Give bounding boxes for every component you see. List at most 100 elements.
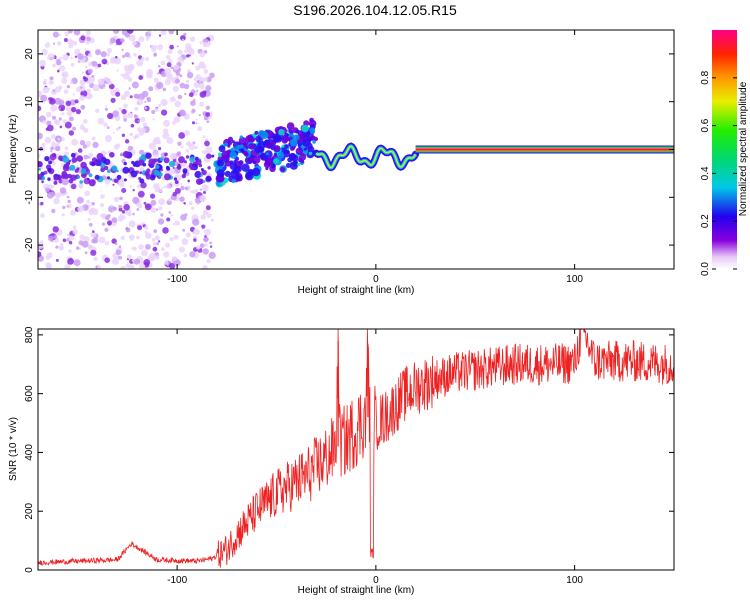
noise-band-blob	[164, 173, 171, 181]
noise-speckle	[189, 251, 196, 258]
noise-speckle	[112, 30, 120, 34]
snr-frame	[37, 328, 675, 571]
signal-blob	[308, 127, 316, 134]
noise-speckle	[85, 40, 90, 45]
signal-blob	[229, 160, 234, 165]
noise-speckle	[134, 258, 141, 265]
noise-speckle	[179, 109, 186, 117]
noise-speckle	[91, 202, 95, 206]
noise-speckle	[144, 107, 147, 110]
noise-speckle	[104, 179, 111, 185]
noise-speckle	[59, 125, 63, 129]
noise-speckle	[122, 72, 130, 80]
noise-speckle	[75, 164, 79, 168]
noise-band-blob	[113, 178, 119, 183]
noise-speckle	[185, 232, 191, 238]
noise-speckle	[64, 264, 71, 269]
noise-band-blob	[52, 153, 57, 158]
noise-speckle	[156, 81, 164, 89]
signal-blob	[284, 144, 289, 149]
noise-speckle	[136, 127, 142, 132]
signal-blob	[227, 144, 231, 148]
noise-speckle	[155, 208, 159, 211]
signal-blob	[300, 159, 305, 164]
noise-speckle	[177, 49, 183, 55]
noise-band-blob	[44, 156, 50, 162]
signal-blob	[264, 139, 271, 146]
noise-speckle	[118, 245, 122, 248]
noise-speckle	[101, 222, 106, 226]
noise-speckle	[69, 99, 76, 106]
noise-band-blob	[62, 164, 70, 172]
noise-speckle	[61, 213, 65, 217]
noise-speckle	[72, 126, 77, 131]
signal-blob	[229, 151, 237, 159]
noise-band-blob	[131, 160, 135, 165]
noise-speckle	[129, 95, 133, 99]
noise-band-blob	[87, 178, 90, 181]
noise-speckle	[90, 231, 97, 238]
noise-speckle	[153, 229, 158, 234]
noise-band-blob	[122, 150, 130, 158]
signal-blob	[271, 163, 276, 168]
noise-speckle	[206, 259, 211, 264]
signal-blob	[298, 153, 307, 161]
noise-speckle	[86, 30, 91, 36]
noise-speckle	[173, 234, 179, 240]
noise-speckle	[58, 33, 61, 37]
signal-blob	[224, 142, 228, 147]
noise-band-blob	[109, 152, 115, 158]
noise-speckle	[79, 79, 86, 86]
noise-speckle	[196, 245, 201, 250]
noise-speckle	[188, 142, 192, 147]
noise-speckle	[121, 108, 127, 115]
noise-speckle	[38, 105, 42, 112]
noise-speckle	[50, 80, 54, 85]
noise-band-blob	[145, 152, 152, 159]
noise-speckle	[162, 227, 169, 234]
noise-speckle	[110, 204, 113, 208]
noise-band-blob	[174, 180, 179, 185]
noise-speckle	[146, 96, 151, 101]
noise-speckle	[143, 259, 151, 266]
noise-speckle	[55, 192, 61, 199]
noise-speckle	[168, 30, 175, 35]
noise-speckle	[76, 246, 80, 250]
noise-speckle	[128, 220, 136, 228]
noise-speckle	[61, 112, 65, 116]
noise-speckle	[199, 91, 207, 98]
noise-speckle	[150, 199, 157, 206]
noise-speckle	[143, 201, 147, 205]
noise-speckle	[41, 64, 44, 67]
noise-speckle	[77, 53, 84, 60]
noise-speckle	[210, 218, 214, 222]
noise-speckle	[128, 213, 132, 217]
noise-speckle	[74, 99, 79, 104]
noise-band-blob	[94, 174, 100, 180]
noise-speckle	[138, 75, 143, 80]
noise-speckle	[115, 249, 122, 256]
noise-speckle	[148, 30, 152, 34]
noise-speckle	[127, 64, 135, 71]
spectrogram-y-axis-label: Frequency (Hz)	[8, 115, 19, 184]
noise-speckle	[70, 183, 77, 190]
noise-speckle	[200, 81, 203, 84]
noise-speckle	[186, 72, 194, 79]
noise-speckle	[168, 59, 173, 63]
noise-speckle	[167, 49, 173, 55]
signal-blob	[294, 160, 298, 164]
snr-y-axis-label: SNR (10 * v/v)	[8, 417, 19, 481]
noise-speckle	[100, 51, 107, 58]
noise-speckle	[91, 136, 96, 141]
signal-blob	[243, 142, 249, 148]
noise-speckle	[49, 76, 54, 81]
noise-band-blob	[80, 161, 87, 169]
signal-blob	[218, 152, 223, 158]
noise-speckle	[202, 209, 208, 215]
noise-speckle	[153, 136, 161, 144]
noise-speckle	[153, 77, 159, 83]
noise-speckle	[44, 78, 47, 82]
noise-band-blob	[177, 163, 181, 167]
spectrogram-y-tick-label: -10	[24, 190, 35, 205]
signal-blob	[273, 158, 279, 164]
